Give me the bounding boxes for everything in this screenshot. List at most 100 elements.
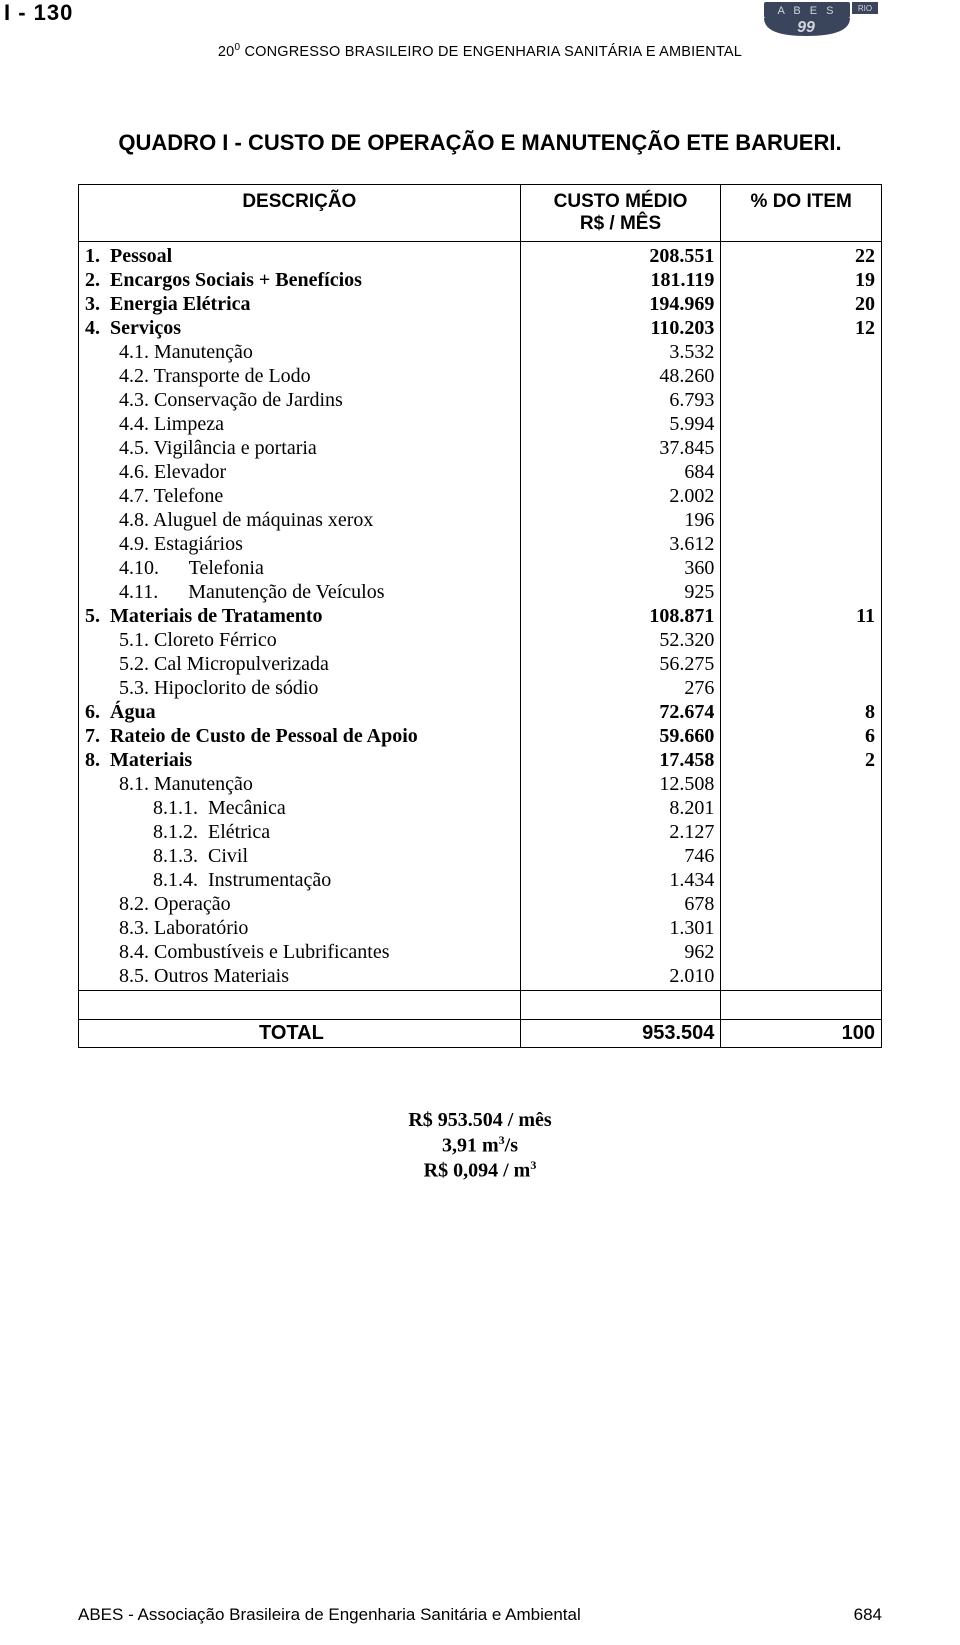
row-custo: 12.508 [527,772,715,796]
row-desc: 5. Materiais de Tratamento [85,604,514,628]
row-custo: 56.275 [527,652,715,676]
page-code: I - 130 [0,0,73,26]
row-custo: 5.994 [527,412,715,436]
row-pct [727,556,875,580]
page-title: QUADRO I - CUSTO DE OPERAÇÃO E MANUTENÇÃ… [0,130,960,156]
row-desc: 7. Rateio de Custo de Pessoal de Apoio [85,724,514,748]
row-desc: 8.1. Manutenção [85,772,514,796]
row-pct [727,508,875,532]
header-row: I - 130 A B E S 99 RIO [0,0,960,40]
row-desc: 8. Materiais [85,748,514,772]
row-desc: 8.5. Outros Materiais [85,964,514,988]
row-custo: 678 [527,892,715,916]
row-desc: 4.11. Manutenção de Veículos [85,580,514,604]
row-custo: 6.793 [527,388,715,412]
row-custo: 3.612 [527,532,715,556]
col-header-custo-l1: CUSTO MÉDIO [525,191,717,213]
row-custo: 37.845 [527,436,715,460]
row-desc: 4. Serviços [85,316,514,340]
row-pct [727,868,875,892]
row-custo: 1.301 [527,916,715,940]
row-desc: 4.6. Elevador [85,460,514,484]
row-custo: 1.434 [527,868,715,892]
row-pct [727,844,875,868]
table-body: 1. Pessoal2. Encargos Sociais + Benefíci… [79,241,882,1047]
row-pct [727,964,875,988]
row-custo: 962 [527,940,715,964]
table-cell [721,990,882,1019]
row-custo: 196 [527,508,715,532]
row-custo: 2.002 [527,484,715,508]
row-custo: 8.201 [527,796,715,820]
row-pct [727,628,875,652]
col-header-custo: CUSTO MÉDIO R$ / MÊS [520,184,721,241]
table-body-row: 1. Pessoal2. Encargos Sociais + Benefíci… [79,241,882,990]
row-desc: 8.1.1. Mecânica [85,796,514,820]
row-pct [727,580,875,604]
row-desc: 8.1.3. Civil [85,844,514,868]
row-pct [727,364,875,388]
logo-icon: A B E S 99 RIO [760,0,880,40]
row-desc: 4.10. Telefonia [85,556,514,580]
row-desc: 4.8. Aluguel de máquinas xerox [85,508,514,532]
row-custo: 360 [527,556,715,580]
col-header-pct: % DO ITEM [721,184,882,241]
row-pct [727,916,875,940]
page: I - 130 A B E S 99 RIO 200 CONGRESSO BRA… [0,0,960,1645]
row-pct [727,796,875,820]
total-custo: 953.504 [520,1019,721,1047]
row-custo: 59.660 [527,724,715,748]
row-desc: 4.2. Transporte de Lodo [85,364,514,388]
col-header-desc: DESCRIÇÃO [79,184,521,241]
row-pct [727,412,875,436]
table-header-row: DESCRIÇÃO CUSTO MÉDIO R$ / MÊS % DO ITEM [79,184,882,241]
row-custo: 684 [527,460,715,484]
row-desc: 4.5. Vigilância e portaria [85,436,514,460]
row-pct [727,436,875,460]
row-pct: 8 [727,700,875,724]
row-desc: 2. Encargos Sociais + Benefícios [85,268,514,292]
row-desc: 4.1. Manutenção [85,340,514,364]
summary-line-3: R$ 0,094 / m3 [0,1158,960,1184]
row-pct [727,820,875,844]
row-custo: 925 [527,580,715,604]
row-custo: 110.203 [527,316,715,340]
row-pct [727,388,875,412]
row-desc: 1. Pessoal [85,244,514,268]
table-total-row: TOTAL953.504100 [79,1019,882,1047]
row-pct: 2 [727,748,875,772]
congress-prefix: 20 [218,44,235,60]
table-cell [79,990,521,1019]
cost-table: DESCRIÇÃO CUSTO MÉDIO R$ / MÊS % DO ITEM… [78,184,882,1048]
row-pct [727,652,875,676]
table-cell [520,990,721,1019]
row-pct: 22 [727,244,875,268]
row-desc: 4.3. Conservação de Jardins [85,388,514,412]
row-pct [727,772,875,796]
row-desc: 6. Água [85,700,514,724]
content: DESCRIÇÃO CUSTO MÉDIO R$ / MÊS % DO ITEM… [0,184,960,1048]
row-desc: 8.2. Operação [85,892,514,916]
row-pct [727,460,875,484]
row-custo: 48.260 [527,364,715,388]
total-label: TOTAL [79,1019,521,1047]
row-desc: 8.4. Combustíveis e Lubrificantes [85,940,514,964]
row-desc: 3. Energia Elétrica [85,292,514,316]
total-pct: 100 [721,1019,882,1047]
row-desc: 5.3. Hipoclorito de sódio [85,676,514,700]
row-desc: 4.4. Limpeza [85,412,514,436]
row-pct [727,940,875,964]
table-cell: 1. Pessoal2. Encargos Sociais + Benefíci… [79,241,521,990]
row-desc: 5.1. Cloreto Férrico [85,628,514,652]
logo-bottom-text: 99 [797,19,815,36]
row-custo: 17.458 [527,748,715,772]
row-custo: 2.010 [527,964,715,988]
row-custo: 3.532 [527,340,715,364]
row-custo: 2.127 [527,820,715,844]
row-pct [727,892,875,916]
row-custo: 208.551 [527,244,715,268]
row-custo: 746 [527,844,715,868]
row-desc: 4.9. Estagiários [85,532,514,556]
row-custo: 194.969 [527,292,715,316]
row-custo: 72.674 [527,700,715,724]
